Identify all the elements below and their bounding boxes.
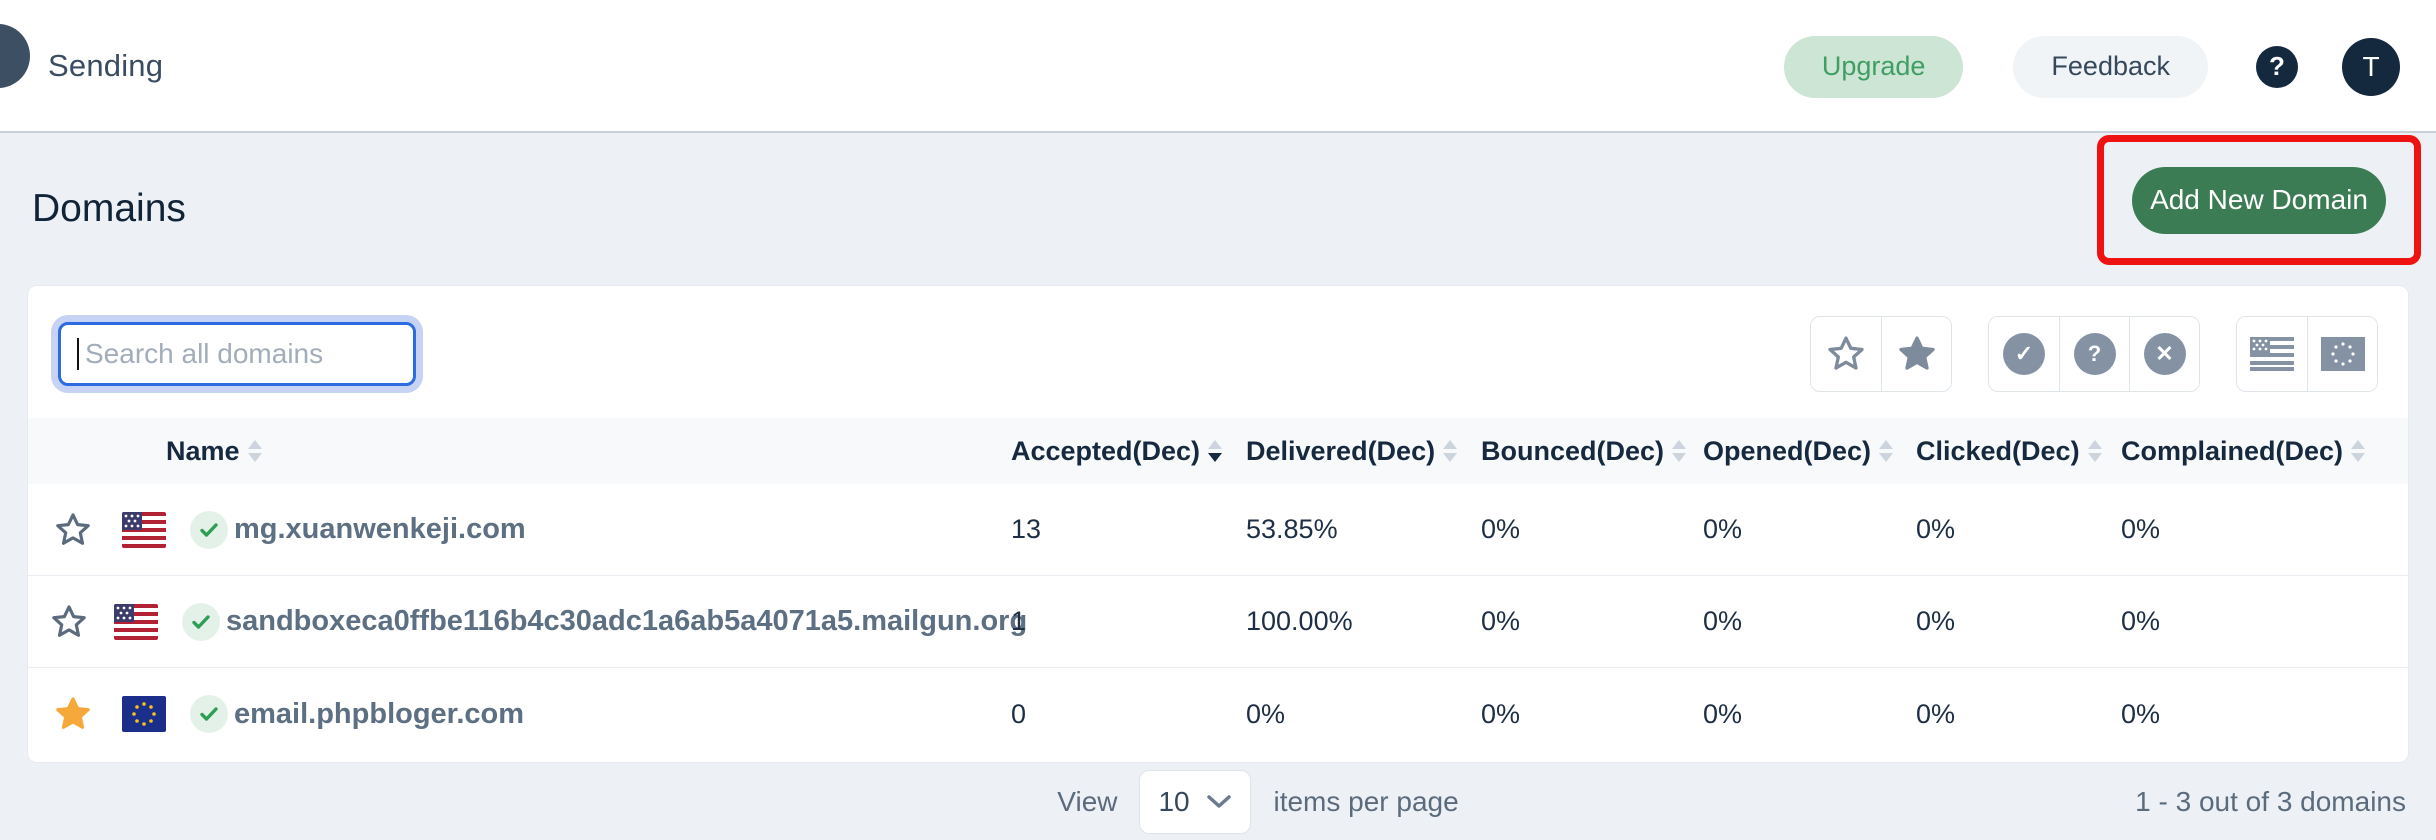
sort-arrows-icon (1879, 440, 1894, 462)
verified-check-icon (190, 695, 228, 733)
eu-flag-icon (122, 696, 166, 732)
verified-check-icon (182, 602, 220, 641)
complained-value: 0% (2121, 514, 2161, 544)
pagination-bar: View 10 items per page 1 - 3 out of 3 do… (0, 763, 2436, 840)
filter-failed-x-icon[interactable]: ✕ (2129, 317, 2199, 391)
annotation-highlight-box: Add New Domain (2097, 135, 2421, 265)
items-per-page-label: items per page (1273, 785, 1459, 817)
opened-value: 0% (1703, 606, 1743, 636)
page-header: Domains Add New Domain (0, 133, 2436, 285)
table-row: sandboxeca0ffbe116b4c30adc1a6ab5a4071a5.… (28, 576, 2408, 668)
table-header: Name Accepted(Dec) Delivered(Dec) Bounce… (28, 418, 2408, 484)
star-filter-group (1810, 316, 1952, 392)
search-wrap (58, 322, 416, 386)
page-size-value: 10 (1158, 785, 1190, 817)
clicked-value: 0% (1916, 606, 1956, 636)
opened-value: 0% (1703, 698, 1743, 729)
upgrade-button[interactable]: Upgrade (1783, 35, 1964, 98)
text-caret (77, 338, 79, 370)
filter-groups: ✓ ? ✕ (1810, 316, 2378, 392)
filter-unverified-question-icon[interactable]: ? (2059, 317, 2129, 391)
accepted-value: 1 (1011, 606, 1027, 636)
accepted-value: 13 (1011, 514, 1042, 544)
delivered-value: 0% (1246, 698, 1286, 729)
page-title: Domains (32, 187, 186, 230)
complained-value: 0% (2121, 698, 2161, 729)
page-size-control: View 10 items per page (1057, 769, 1459, 834)
help-icon[interactable]: ? (2256, 45, 2298, 88)
domain-name-cell: sandboxeca0ffbe116b4c30adc1a6ab5a4071a5.… (52, 599, 1027, 645)
chevron-down-icon (1207, 794, 1232, 808)
top-bar-actions: Upgrade Feedback ? T (1783, 0, 2400, 133)
sidebar-toggle-bubble[interactable] (0, 24, 30, 88)
column-header-opened[interactable]: Opened(Dec) (1703, 436, 1916, 467)
column-header-delivered[interactable]: Delivered(Dec) (1246, 436, 1481, 467)
top-bar: Sending Upgrade Feedback ? T (0, 0, 2436, 133)
us-flag-icon (114, 603, 158, 640)
favorite-star-icon[interactable] (50, 691, 96, 737)
status-filter-group: ✓ ? ✕ (1988, 316, 2200, 392)
delivered-value: 100.00% (1246, 606, 1353, 636)
opened-value: 0% (1703, 514, 1743, 544)
filter-eu-region-flag-icon[interactable] (2307, 317, 2377, 391)
search-input[interactable] (58, 322, 416, 386)
filter-verified-check-icon[interactable]: ✓ (1989, 317, 2059, 391)
column-header-bounced[interactable]: Bounced(Dec) (1481, 436, 1703, 467)
domains-card: ✓ ? ✕ (27, 285, 2409, 763)
table-row: mg.xuanwenkeji.com 13 53.85% 0% 0% 0% 0% (28, 484, 2408, 576)
domain-name-cell: email.phpbloger.com (56, 691, 1011, 737)
filter-us-region-flag-icon[interactable] (2237, 317, 2307, 391)
sort-arrows-icon (2087, 440, 2102, 462)
sort-arrows-icon (2351, 440, 2366, 462)
complained-value: 0% (2121, 606, 2161, 636)
domain-name-link[interactable]: mg.xuanwenkeji.com (234, 513, 526, 545)
verified-check-icon (190, 510, 228, 549)
clicked-value: 0% (1916, 514, 1956, 544)
section-title: Sending (48, 47, 164, 83)
table-row: email.phpbloger.com 0 0% 0% 0% 0% 0% (28, 668, 2408, 760)
bounced-value: 0% (1481, 698, 1521, 729)
column-header-clicked[interactable]: Clicked(Dec) (1916, 436, 2121, 467)
bounced-value: 0% (1481, 606, 1521, 636)
sort-arrows-icon (1672, 440, 1687, 462)
accepted-value: 0 (1011, 698, 1027, 729)
us-flag-icon (122, 511, 166, 548)
column-header-accepted[interactable]: Accepted(Dec) (1011, 436, 1246, 467)
favorite-star-icon[interactable] (50, 599, 88, 645)
region-filter-group (2236, 316, 2378, 392)
view-label: View (1057, 785, 1118, 817)
domain-name-link[interactable]: email.phpbloger.com (234, 697, 525, 730)
filter-star-outline-icon[interactable] (1811, 317, 1881, 391)
column-header-complained[interactable]: Complained(Dec) (2121, 436, 2378, 467)
add-new-domain-button[interactable]: Add New Domain (2132, 166, 2386, 234)
feedback-button[interactable]: Feedback (2013, 35, 2208, 98)
filter-star-filled-icon[interactable] (1881, 317, 1951, 391)
bounced-value: 0% (1481, 514, 1521, 544)
card-toolbar: ✓ ? ✕ (28, 286, 2408, 418)
page-size-select[interactable]: 10 (1139, 769, 1252, 834)
column-header-name[interactable]: Name (58, 436, 1011, 467)
results-range-text: 1 - 3 out of 3 domains (2135, 785, 2406, 817)
sort-arrows-icon (1443, 440, 1458, 462)
delivered-value: 53.85% (1246, 514, 1338, 544)
sort-arrows-icon (247, 440, 262, 462)
favorite-star-icon[interactable] (50, 507, 96, 553)
user-avatar[interactable]: T (2342, 37, 2400, 96)
domain-name-cell: mg.xuanwenkeji.com (56, 507, 1011, 553)
sort-arrows-icon (1208, 440, 1223, 462)
domain-name-link[interactable]: sandboxeca0ffbe116b4c30adc1a6ab5a4071a5.… (226, 605, 1028, 637)
clicked-value: 0% (1916, 698, 1956, 729)
